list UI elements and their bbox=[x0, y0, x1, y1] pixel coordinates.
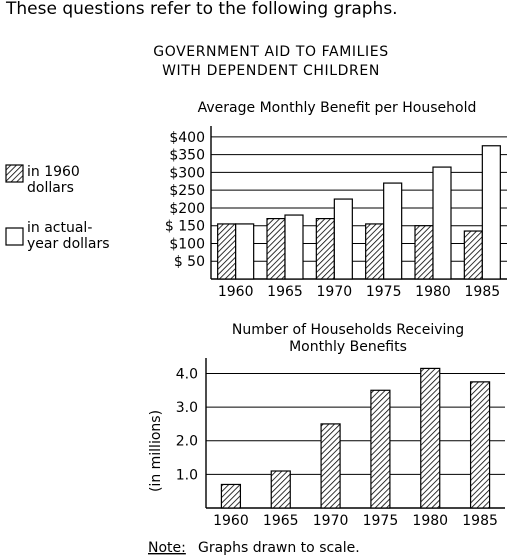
households-chart-bar-1960-hatched bbox=[220, 483, 242, 509]
benefit-chart-bar-1985-hatched bbox=[463, 230, 483, 280]
benefit-chart-y-ticks: $400 $350$300 $250 $200 $ 150$100 $ 50 bbox=[165, 130, 205, 270]
households-chart-title-line-2: Monthly Benefits bbox=[289, 339, 407, 355]
benefit-chart-y-tick-label: $350 bbox=[169, 148, 205, 164]
legend-label-1960-line-2: dollars bbox=[27, 180, 74, 196]
benefit-chart-y-tick-label: $250 bbox=[169, 183, 205, 199]
benefit-chart-x-tick-label: 1970 bbox=[317, 284, 353, 300]
benefit-chart-x-ticks: 1960 1965 1970 1975 1980 1985 bbox=[218, 284, 500, 300]
note: Note: Graphs drawn to scale. bbox=[148, 540, 360, 556]
benefit-chart-y-tick-label: $300 bbox=[169, 165, 205, 181]
benefit-chart-bar-1985-white bbox=[481, 145, 501, 280]
households-chart-bar-1980-hatched bbox=[420, 367, 441, 509]
legend-label-1960-line-1: in 1960 bbox=[27, 164, 80, 180]
benefit-chart-title: Average Monthly Benefit per Household bbox=[198, 100, 477, 116]
households-chart-x-tick-label: 1975 bbox=[363, 513, 399, 529]
households-chart-bar-1975-hatched bbox=[370, 389, 391, 509]
benefit-chart-bar-1975-white bbox=[383, 182, 403, 280]
figure-title-line-1: GOVERNMENT AID TO FAMILIES bbox=[153, 44, 388, 60]
households-chart-y-ticks: 4.0 3.0 2.0 1.0 bbox=[176, 366, 198, 483]
benefit-chart-bar-1980-white bbox=[432, 166, 452, 280]
note-text: Graphs drawn to scale. bbox=[198, 540, 360, 556]
legend: in 1960 dollars in actual- year dollars bbox=[5, 164, 110, 252]
households-chart-y-tick-label: 1.0 bbox=[176, 467, 198, 483]
households-chart-x-tick-label: 1985 bbox=[462, 513, 498, 529]
benefit-chart-bar-1960-white bbox=[235, 223, 255, 280]
legend-label-actual-line-1: in actual- bbox=[27, 220, 92, 236]
benefit-chart-y-tick-label: $ 50 bbox=[174, 254, 205, 270]
households-chart-x-tick-label: 1980 bbox=[412, 513, 448, 529]
benefit-chart-bar-1970-white bbox=[333, 198, 353, 280]
benefit-chart-bars bbox=[217, 145, 501, 280]
benefit-chart-y-tick-label: $200 bbox=[169, 201, 205, 217]
households-chart-y-tick-label: 3.0 bbox=[176, 400, 198, 416]
households-chart-y-label: (in millions) bbox=[148, 410, 164, 492]
households-chart-y-tick-label: 4.0 bbox=[176, 366, 198, 382]
benefit-chart-x-tick-label: 1965 bbox=[267, 284, 303, 300]
benefit-chart-y-tick-label: $100 bbox=[169, 236, 205, 252]
households-chart: Number of Households Receiving Monthly B… bbox=[148, 322, 505, 529]
figure-title-line-2: WITH DEPENDENT CHILDREN bbox=[162, 63, 380, 79]
benefit-chart-x-tick-label: 1960 bbox=[218, 284, 254, 300]
households-chart-x-tick-label: 1960 bbox=[213, 513, 249, 529]
intro-text: These questions refer to the following g… bbox=[5, 0, 398, 19]
households-chart-bar-1970-hatched bbox=[320, 423, 341, 509]
legend-label-actual-line-2: year dollars bbox=[27, 236, 110, 252]
households-chart-x-tick-label: 1970 bbox=[313, 513, 349, 529]
benefit-chart: Average Monthly Benefit per Household $4… bbox=[165, 100, 507, 300]
note-label: Note: bbox=[148, 540, 186, 556]
benefit-chart-bar-1980-hatched bbox=[414, 225, 434, 280]
households-chart-bar-1985-hatched bbox=[469, 381, 491, 509]
households-chart-x-tick-label: 1965 bbox=[263, 513, 299, 529]
benefit-chart-x-tick-label: 1985 bbox=[465, 284, 501, 300]
legend-swatch-white bbox=[5, 227, 24, 246]
benefit-chart-bar-1965-hatched bbox=[266, 218, 286, 280]
benefit-chart-bar-1970-hatched bbox=[315, 218, 335, 280]
benefit-chart-bar-1965-white bbox=[284, 214, 304, 280]
benefit-chart-gridlines bbox=[210, 126, 507, 280]
benefit-chart-bar-1960-hatched bbox=[217, 223, 237, 280]
households-chart-title-line-1: Number of Households Receiving bbox=[232, 322, 464, 338]
benefit-chart-x-tick-label: 1980 bbox=[415, 284, 451, 300]
benefit-chart-bar-1975-hatched bbox=[365, 223, 385, 280]
households-chart-bar-1965-hatched bbox=[270, 470, 291, 509]
households-chart-x-ticks: 1960 1965 1970 1975 1980 1985 bbox=[213, 513, 498, 529]
legend-swatch-hatched bbox=[5, 164, 24, 183]
households-chart-y-tick-label: 2.0 bbox=[176, 434, 198, 450]
benefit-chart-x-tick-label: 1975 bbox=[366, 284, 402, 300]
households-chart-gridlines bbox=[205, 358, 505, 509]
households-chart-bars bbox=[220, 367, 491, 509]
benefit-chart-y-tick-label: $ 150 bbox=[165, 219, 205, 235]
benefit-chart-y-tick-label: $400 bbox=[169, 130, 205, 146]
